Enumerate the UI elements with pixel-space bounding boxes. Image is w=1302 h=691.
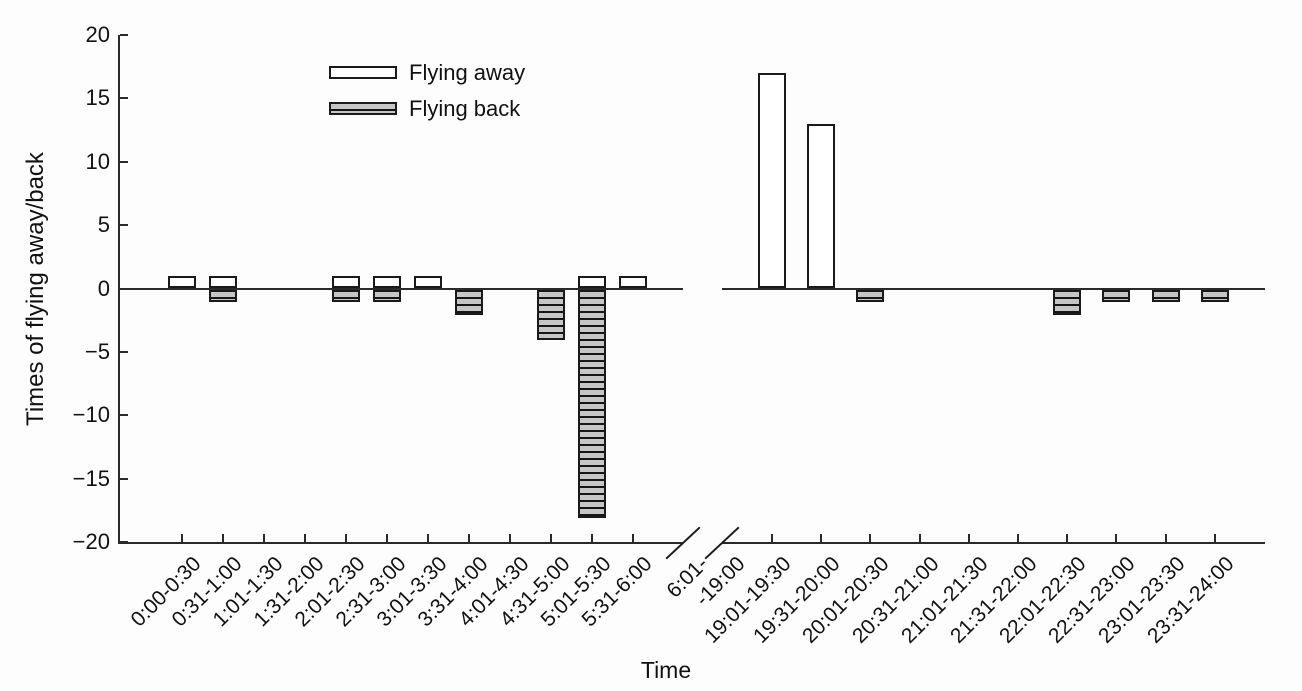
y-axis-tick-label: −5 [84,338,110,364]
y-axis-tick [120,414,128,417]
x-axis-title: Time [640,657,692,683]
x-axis-tick [222,534,224,542]
zero-line-segment [722,287,1265,290]
bar-flying-away [332,275,360,289]
x-axis-tick [820,534,823,542]
x-axis-tick [1164,534,1167,542]
x-axis-tick [345,534,347,542]
x-axis-tick [304,534,306,542]
x-axis-tick [181,534,183,542]
bar-flying-back [373,289,401,303]
x-axis-tick [468,534,470,542]
bar-flying-back [1200,289,1229,303]
y-axis-tick [120,224,128,227]
bar-flying-back [455,289,483,315]
x-axis-tick [771,534,773,542]
y-axis-tick-label: −10 [72,402,110,428]
x-axis-tick [869,534,872,542]
y-axis-tick-label: 15 [85,85,110,111]
bar-flying-away [373,275,401,289]
bar-flying-away [168,275,196,289]
x-axis-tick [1213,534,1216,542]
bar-flying-away [619,275,647,289]
x-axis-tick [550,534,552,542]
bar-flying-back [332,289,360,303]
x-axis-tick [509,534,511,542]
bar-flying-back [856,289,885,303]
bar-flying-away [414,275,442,289]
y-axis-tick [120,477,128,480]
x-axis-segment [118,542,683,544]
legend-swatch-flying-back [329,102,397,115]
x-axis-tick [1066,534,1069,542]
x-axis-tick [427,534,429,542]
x-axis-tick [1115,534,1118,542]
x-axis-tick [918,534,921,542]
bar-flying-back [1151,289,1180,303]
bar-flying-away [758,73,786,289]
y-axis-tick-label: 20 [85,22,110,47]
bar-flying-back [537,289,565,341]
bar-flying-back [1053,289,1082,315]
bar-flying-back [578,289,606,518]
y-axis-tick-label: 10 [85,148,110,174]
y-axis-title: Times of flying away/back [22,152,49,426]
x-axis-tick [1017,534,1019,542]
bar-flying-away [578,275,606,289]
bar-flying-back [1102,289,1131,303]
legend-swatch-flying-away [329,66,397,79]
bar-flying-away [209,275,237,289]
y-axis-tick [120,160,128,163]
y-axis-tick [120,34,128,36]
bar-flying-away [807,123,836,289]
x-axis-tick [632,534,634,542]
y-axis-tick-label: 0 [97,275,110,301]
x-axis-tick [263,534,265,542]
y-axis-tick-label: −15 [72,465,110,491]
x-axis-segment [722,542,1265,544]
legend-label-flying-away: Flying away [409,60,526,85]
y-axis-tick [120,350,128,353]
y-axis-tick [120,97,128,100]
y-axis-tick-label: −20 [72,529,110,554]
x-axis-tick [967,534,970,542]
x-axis-tick [386,534,388,542]
y-axis-line [118,35,120,544]
y-axis-tick-label: 5 [97,212,110,238]
legend-label-flying-back: Flying back [409,96,521,121]
bar-flying-back [209,289,237,303]
zero-line-segment [118,287,683,290]
x-axis-tick [591,534,593,542]
